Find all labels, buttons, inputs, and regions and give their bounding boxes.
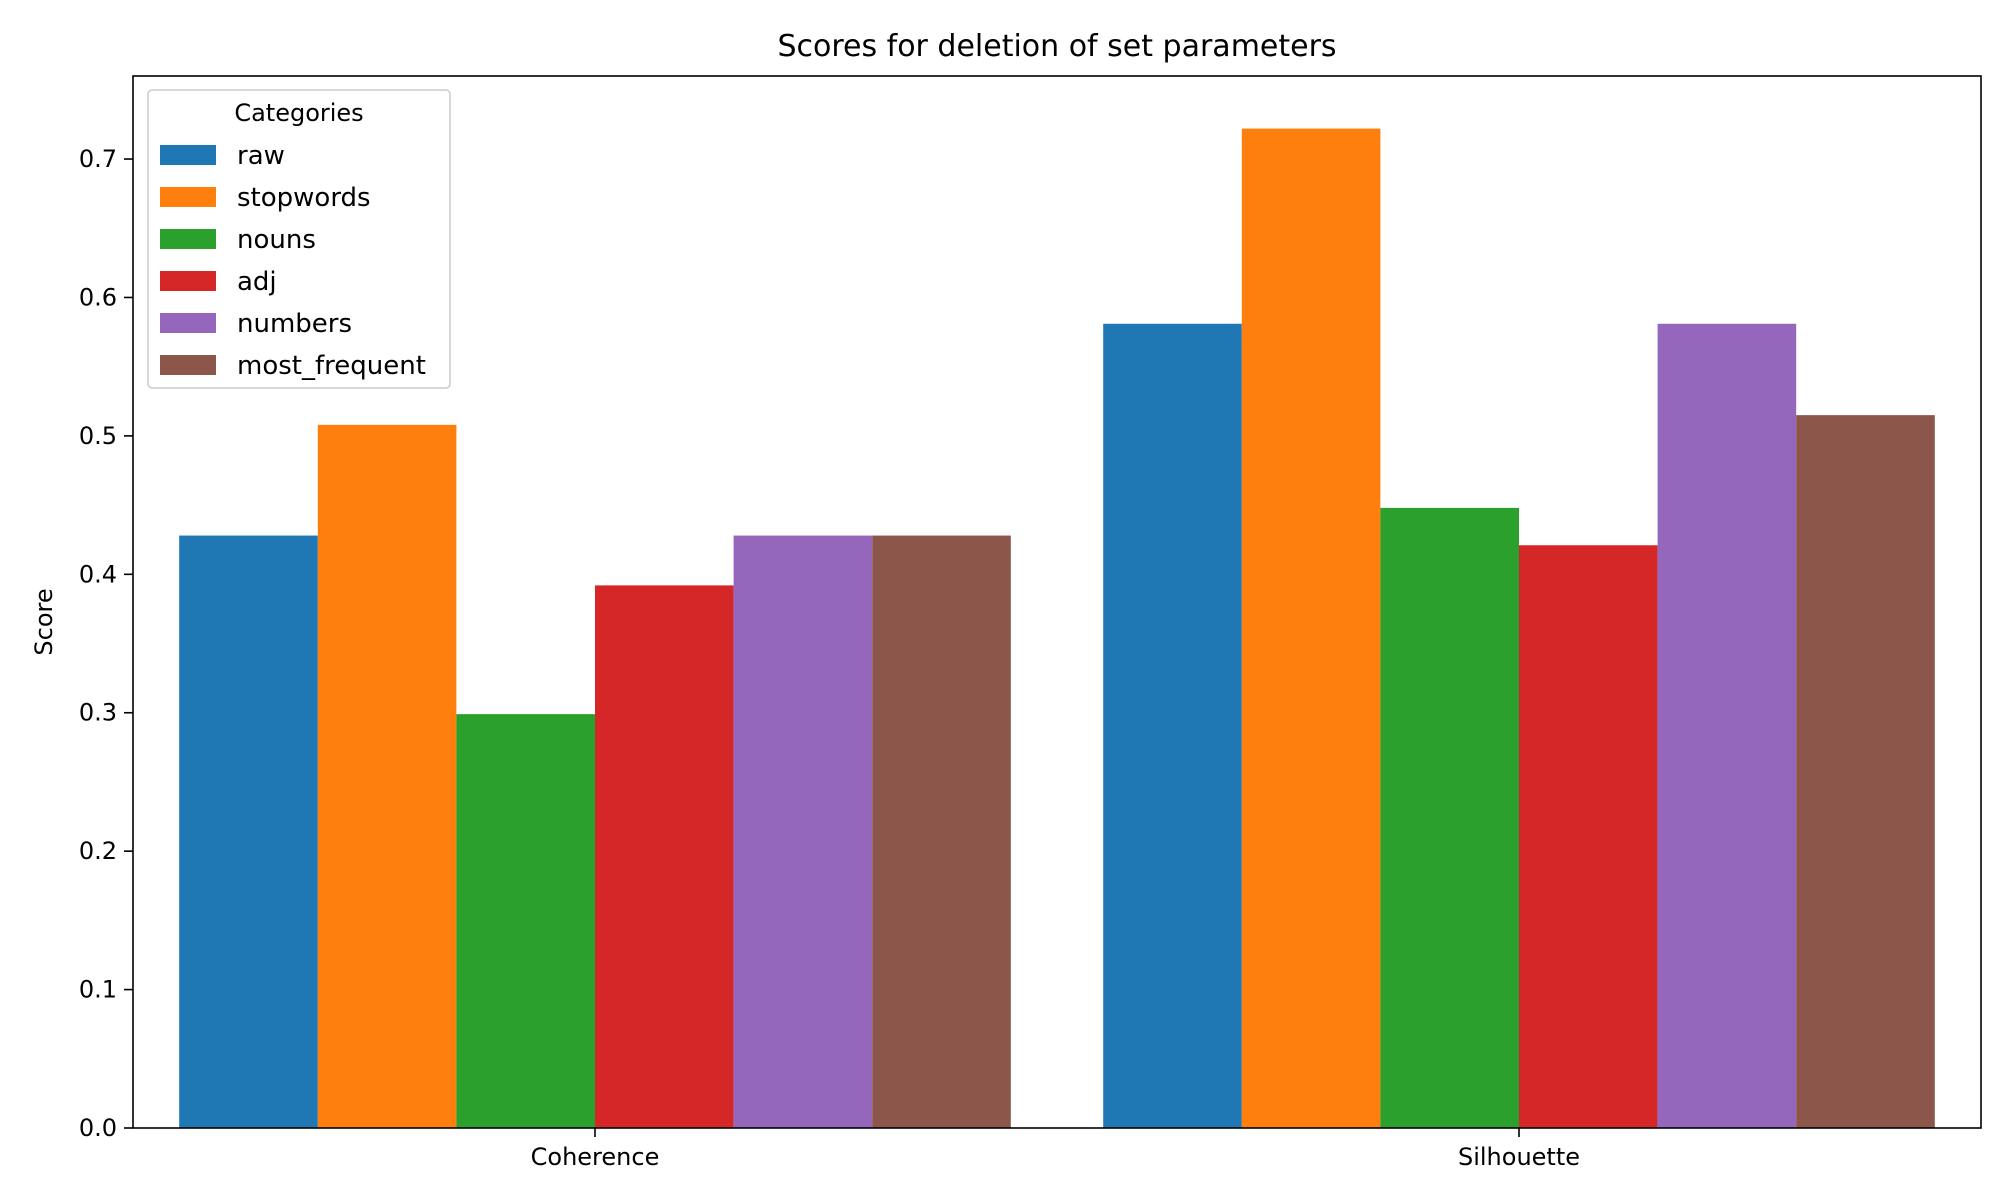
chart-title: Scores for deletion of set parameters [777, 29, 1336, 64]
legend: Categories raw stopwords nouns adj numbers mo… [147, 89, 451, 389]
legend-swatch-stopwords [160, 187, 216, 207]
legend-label-nouns: nouns [237, 225, 316, 255]
y-tick-label: 0.3 [79, 699, 117, 727]
bar-numbers-silhouette [1657, 323, 1797, 1128]
x-tick-label: Silhouette [1458, 1143, 1580, 1171]
legend-items: raw stopwords nouns adj numbers most_frequent [160, 141, 426, 381]
legend-swatch-nouns [160, 229, 216, 249]
legend-box [147, 89, 451, 389]
x-axis-ticks: Coherence Silhouette [531, 1128, 1580, 1171]
bars [179, 128, 1935, 1129]
y-tick-label: 0.7 [79, 145, 117, 173]
legend-swatch-numbers [160, 313, 216, 333]
legend-swatch-adj [160, 271, 216, 291]
x-tick-label: Coherence [531, 1143, 660, 1171]
legend-swatch-raw [160, 145, 216, 165]
bar-most_frequent-silhouette [1796, 415, 1935, 1128]
legend-label-adj: adj [237, 267, 277, 297]
bar-nouns-coherence [456, 714, 595, 1128]
bar-stopwords-coherence [317, 424, 457, 1128]
legend-label-most_frequent: most_frequent [237, 351, 426, 381]
legend-title: Categories [234, 99, 363, 127]
legend-label-stopwords: stopwords [237, 183, 371, 213]
legend-label-raw: raw [237, 141, 285, 171]
y-axis-ticks: 0.0 0.1 0.2 0.3 0.4 0.5 0.6 0.7 [79, 145, 133, 1142]
bar-raw-coherence [179, 535, 318, 1128]
legend-swatch-most_frequent [160, 355, 216, 375]
y-axis-label: Score [30, 588, 58, 655]
y-tick-label: 0.6 [79, 283, 117, 311]
bar-adj-coherence [595, 585, 734, 1128]
y-tick-label: 0.4 [79, 560, 117, 588]
y-tick-label: 0.2 [79, 837, 117, 865]
bar-raw-silhouette [1103, 323, 1242, 1128]
y-tick-label: 0.0 [79, 1114, 117, 1142]
bar-adj-silhouette [1519, 545, 1658, 1128]
bar-nouns-silhouette [1380, 507, 1519, 1129]
legend-label-numbers: numbers [237, 309, 352, 339]
plot-area-frame [132, 75, 1982, 1129]
y-tick-label: 0.5 [79, 422, 117, 450]
y-tick-label: 0.1 [79, 976, 117, 1004]
bar-most_frequent-coherence [872, 535, 1011, 1128]
bar-stopwords-silhouette [1241, 128, 1381, 1129]
bar-numbers-coherence [733, 535, 873, 1128]
